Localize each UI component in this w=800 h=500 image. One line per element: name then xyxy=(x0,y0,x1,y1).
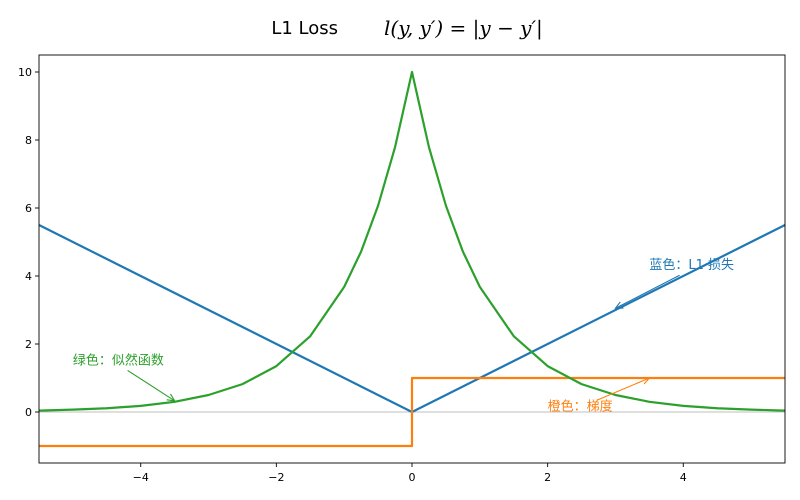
annotation-loss: 蓝色：L1 损失 xyxy=(649,257,734,273)
y-tick-label: 2 xyxy=(25,338,32,351)
series-line-likelihood xyxy=(39,70,785,412)
axes: −4 −2 0 2 4 0 2 4 6 8 10 xyxy=(18,54,786,484)
y-tick-label: 4 xyxy=(25,270,32,283)
y-tick-label: 8 xyxy=(25,134,32,147)
x-tick-label: 2 xyxy=(544,471,551,484)
annotation-arrow-loss xyxy=(615,274,680,309)
x-tick-label: 4 xyxy=(680,471,687,484)
series-line-gradient xyxy=(39,376,785,448)
annotation-arrowhead-loss xyxy=(614,301,624,309)
y-tick-label: 0 xyxy=(25,406,32,419)
chart-title-formula: l(y, y′) = |y − y′| xyxy=(384,16,543,41)
annotation-arrowhead-likelihood xyxy=(166,393,176,402)
x-tick-label: −4 xyxy=(133,471,149,484)
y-tick-label: 6 xyxy=(25,202,32,215)
annotation-arrow-gradient xyxy=(596,377,650,401)
chart-title-text: L1 Loss xyxy=(271,18,338,39)
annotation-arrow-likelihood xyxy=(127,369,175,402)
annotation-gradient: 橙色：梯度 xyxy=(548,398,613,414)
annotation-arrowhead-gradient xyxy=(641,377,651,385)
x-tick-label: 0 xyxy=(409,471,416,484)
y-tick-label: 10 xyxy=(18,66,32,79)
annotation-likelihood: 绿色：似然函数 xyxy=(73,352,164,368)
chart-title: L1 Loss l(y, y′) = |y − y′| xyxy=(271,16,542,41)
x-tick-label: −2 xyxy=(268,471,284,484)
plot-area xyxy=(39,70,785,448)
